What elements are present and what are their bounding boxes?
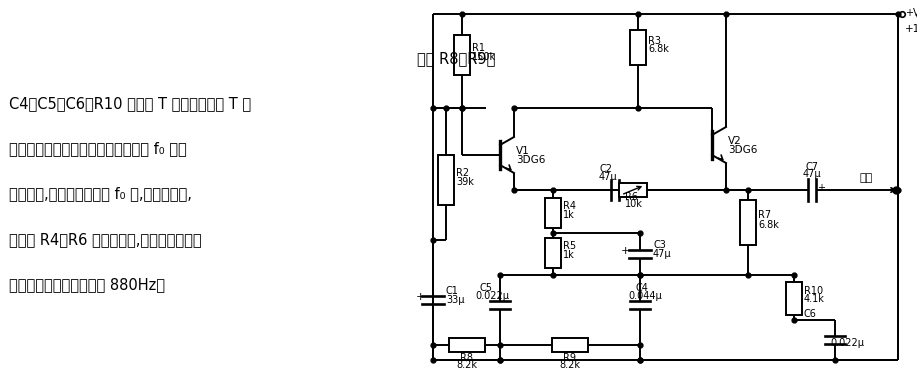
Bar [545,238,561,268]
Text: 8.2k: 8.2k [559,360,580,370]
Text: 4.1k: 4.1k [804,294,825,305]
Text: 0.044μ: 0.044μ [628,291,662,301]
Text: 10k: 10k [625,199,643,209]
Text: R9: R9 [564,353,577,363]
Text: C5: C5 [480,283,493,293]
Text: 47μ: 47μ [653,249,671,259]
Text: 反馈最弱,电路振荡。偏离 f₀ 时,负反馈变大,: 反馈最弱,电路振荡。偏离 f₀ 时,负反馈变大, [9,187,192,202]
Text: V2: V2 [728,136,742,146]
Text: 47μ: 47μ [802,169,822,179]
Text: +V: +V [905,8,917,18]
Text: 47μ: 47μ [599,172,618,182]
Bar [448,338,484,352]
Text: R5: R5 [563,241,576,251]
Text: R2: R2 [456,168,470,178]
Text: C3: C3 [653,240,666,250]
Text: V1: V1 [516,146,530,156]
Bar [740,200,756,245]
Text: R6: R6 [625,192,638,202]
Text: 1k: 1k [563,210,575,220]
Text: C2: C2 [599,164,612,174]
Text: C6: C6 [804,309,817,319]
Text: C4、C5、C6、R10 组成双 T 电路。由于双 T 电: C4、C5、C6、R10 组成双 T 电路。由于双 T 电 [9,96,251,111]
Text: 39k: 39k [456,177,474,187]
Text: R7: R7 [758,210,771,221]
Text: 3DG6: 3DG6 [728,145,757,155]
Text: +12V: +12V [905,24,917,34]
Text: 0.022μ: 0.022μ [830,338,864,348]
Bar [454,35,470,75]
Text: 3DG6: 3DG6 [516,155,546,165]
Text: R8: R8 [460,353,473,363]
Text: R10: R10 [804,285,823,296]
Bar [619,183,647,197]
Text: 150k: 150k [472,52,496,62]
Bar [438,155,454,205]
Text: C7: C7 [805,162,819,172]
Bar [630,30,646,65]
Text: cc: cc [916,13,917,19]
Text: +: + [416,292,425,302]
Text: R1: R1 [472,43,485,53]
Text: R4: R4 [563,201,576,211]
Text: R3: R3 [648,35,661,46]
Text: 虽然有 R4、R6 构成正反馈,但也不足以产生: 虽然有 R4、R6 构成正反馈,但也不足以产生 [9,232,202,247]
Text: C1: C1 [446,286,458,296]
Text: C4: C4 [635,283,648,293]
Text: +: + [620,183,628,193]
Text: +: + [621,246,630,256]
Bar [545,198,561,228]
Text: 其中 R8、R9、: 其中 R8、R9、 [417,51,495,66]
Bar [786,282,802,315]
Text: 路为带阻滤波器，使电路在谐振频率 f₀ 时负: 路为带阻滤波器，使电路在谐振频率 f₀ 时负 [9,141,187,156]
Text: 振荡。电路的振荡频率约 880Hz。: 振荡。电路的振荡频率约 880Hz。 [9,277,165,292]
Text: 6.8k: 6.8k [758,219,779,230]
Text: +: + [817,183,825,193]
Bar [552,338,588,352]
Text: 33μ: 33μ [446,295,465,305]
Text: 6.8k: 6.8k [648,44,668,55]
Text: 输出: 输出 [860,173,873,183]
Text: 8.2k: 8.2k [456,360,477,370]
Text: 1k: 1k [563,250,575,260]
Text: 0.022μ: 0.022μ [475,291,509,301]
